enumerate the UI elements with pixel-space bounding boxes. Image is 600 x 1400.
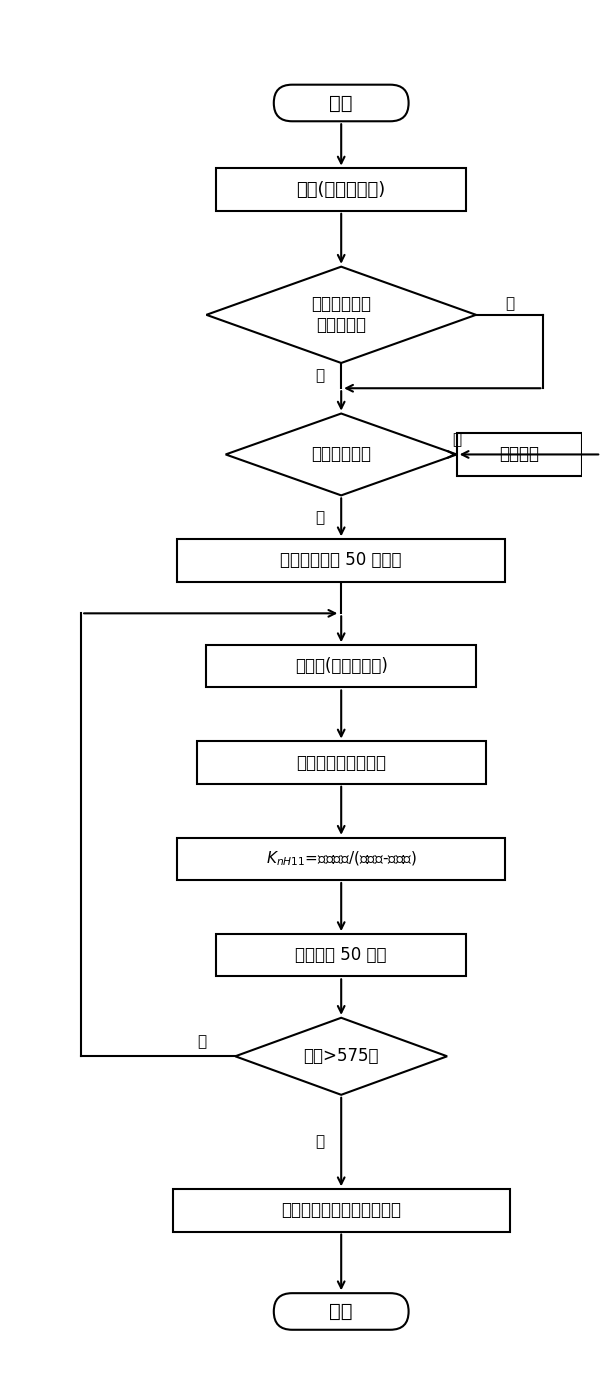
FancyBboxPatch shape	[274, 1294, 409, 1330]
Bar	[216, 934, 466, 976]
Bar	[178, 539, 505, 581]
Text: $K_{nH11}$=柱体直径/(右边缘-左边缘): $K_{nH11}$=柱体直径/(右边缘-左边缘)	[266, 850, 417, 868]
Text: 柱体下移 50 象素: 柱体下移 50 象素	[295, 946, 387, 965]
Bar	[173, 1189, 510, 1232]
Bar	[178, 837, 505, 881]
Text: 检测左、右边缘位置: 检测左、右边缘位置	[296, 753, 386, 771]
Bar	[206, 645, 476, 687]
Text: 移动柱体位于 50 象素处: 移动柱体位于 50 象素处	[280, 552, 402, 570]
Text: 开始: 开始	[329, 94, 353, 112]
Text: 是: 是	[316, 510, 325, 525]
Polygon shape	[206, 266, 476, 363]
Text: 无: 无	[505, 295, 514, 311]
Text: 是否>575？: 是否>575？	[304, 1047, 379, 1065]
Bar	[216, 168, 466, 211]
FancyBboxPatch shape	[274, 84, 409, 122]
Text: 图像在中心？: 图像在中心？	[311, 445, 371, 463]
Text: 是: 是	[316, 1134, 325, 1149]
Text: 存贮象素当量，形成二维表: 存贮象素当量，形成二维表	[281, 1201, 401, 1219]
Text: 读数据(调用库函数): 读数据(调用库函数)	[295, 657, 388, 675]
Text: 否: 否	[452, 433, 461, 448]
Text: 还有用来标定
的柱体吗？: 还有用来标定 的柱体吗？	[311, 295, 371, 335]
Text: 结束: 结束	[329, 1302, 353, 1322]
Text: 摄像(调用库函数): 摄像(调用库函数)	[296, 181, 386, 199]
Polygon shape	[226, 413, 457, 496]
Text: 有: 有	[316, 368, 325, 384]
Text: 否: 否	[197, 1035, 206, 1050]
Text: 调整位置: 调整位置	[499, 445, 539, 463]
Bar	[197, 742, 485, 784]
Bar	[457, 433, 582, 476]
Polygon shape	[235, 1018, 447, 1095]
